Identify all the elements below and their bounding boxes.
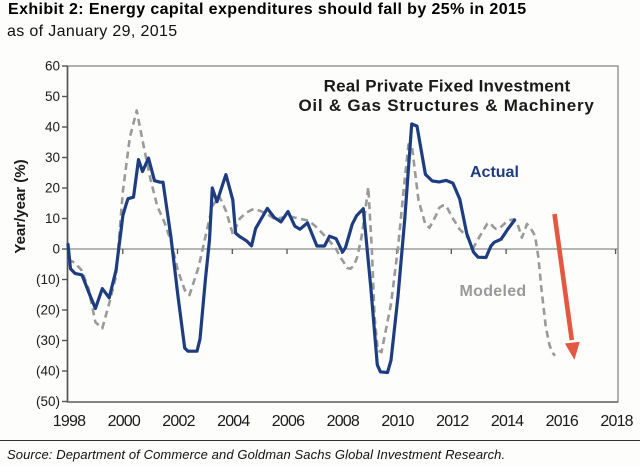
svg-text:0: 0 xyxy=(52,242,60,257)
svg-text:50: 50 xyxy=(45,89,60,104)
svg-text:2016: 2016 xyxy=(546,413,579,430)
svg-text:2010: 2010 xyxy=(381,413,414,430)
svg-text:2004: 2004 xyxy=(217,413,250,430)
svg-text:Actual: Actual xyxy=(470,164,519,181)
svg-text:Year/year (%): Year/year (%) xyxy=(12,159,29,253)
svg-text:2012: 2012 xyxy=(436,413,469,430)
svg-text:2002: 2002 xyxy=(162,413,195,430)
svg-text:40: 40 xyxy=(45,120,60,135)
svg-text:Oil & Gas Structures & Machine: Oil & Gas Structures & Machinery xyxy=(298,96,594,115)
svg-text:(40): (40) xyxy=(36,364,60,379)
svg-text:2008: 2008 xyxy=(327,413,360,430)
svg-text:60: 60 xyxy=(45,59,60,74)
svg-text:(20): (20) xyxy=(36,303,60,318)
svg-text:2000: 2000 xyxy=(108,413,141,430)
svg-text:30: 30 xyxy=(45,150,60,165)
svg-text:2018: 2018 xyxy=(600,413,633,430)
svg-text:(50): (50) xyxy=(36,394,60,409)
svg-text:10: 10 xyxy=(45,211,60,226)
svg-text:(10): (10) xyxy=(36,272,60,287)
svg-text:2006: 2006 xyxy=(272,413,305,430)
svg-text:20: 20 xyxy=(45,181,60,196)
svg-text:Modeled: Modeled xyxy=(460,283,527,300)
svg-text:2014: 2014 xyxy=(491,413,524,430)
svg-text:(30): (30) xyxy=(36,333,60,348)
svg-text:Real Private Fixed Investment: Real Private Fixed Investment xyxy=(324,77,571,96)
svg-text:1998: 1998 xyxy=(53,413,86,430)
